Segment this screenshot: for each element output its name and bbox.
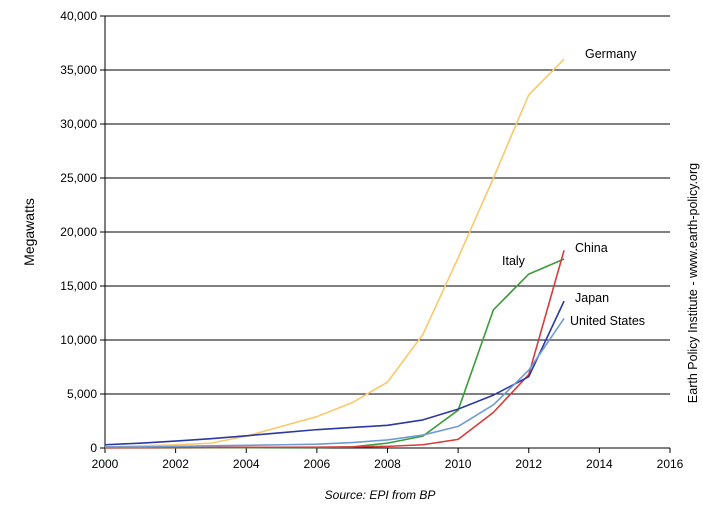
series-line-united-states xyxy=(105,317,565,448)
y-tick-label: 25,000 xyxy=(60,171,97,185)
gridlines xyxy=(105,15,670,395)
y-tick-label: 35,000 xyxy=(60,63,97,77)
x-tick-label: 2008 xyxy=(374,457,401,471)
y-tick-labels: 0 5,000 10,000 15,000 20,000 25,000 30,000 35,0… xyxy=(60,9,97,455)
series-label-italy: Italy xyxy=(502,254,526,268)
y-tick-label: 40,000 xyxy=(60,9,97,23)
series-label-japan: Japan xyxy=(575,291,609,305)
x-tick-label: 2004 xyxy=(233,457,260,471)
series-line-japan xyxy=(104,300,565,446)
x-tick-label: 2012 xyxy=(515,457,542,471)
y-tick-label: 20,000 xyxy=(60,225,97,239)
y-tick-label: 5,000 xyxy=(67,387,97,401)
source-note: Source: EPI from BP xyxy=(325,488,436,502)
series-labels: Germany Italy China Japan United States xyxy=(502,47,645,328)
series-label-china: China xyxy=(575,241,608,255)
series-line-germany xyxy=(104,58,565,448)
series-label-germany: Germany xyxy=(585,47,637,61)
x-tick-labels: 2000 2002 2004 2006 2008 2010 2012 2014 2016 xyxy=(92,457,684,471)
x-tick-label: 2014 xyxy=(586,457,613,471)
x-tick-label: 2010 xyxy=(445,457,472,471)
y-axis-title: Megawatts xyxy=(21,198,37,266)
y-tick-label: 0 xyxy=(90,441,97,455)
series-label-united-states: United States xyxy=(570,314,645,328)
x-tick-label: 2016 xyxy=(657,457,684,471)
y-tick-label: 15,000 xyxy=(60,279,97,293)
series-line-italy xyxy=(105,258,565,449)
series-lines xyxy=(104,58,565,449)
y-tick-label: 10,000 xyxy=(60,333,97,347)
x-tick-label: 2000 xyxy=(92,457,119,471)
x-tick-label: 2002 xyxy=(162,457,189,471)
credit-text: Earth Policy Institute - www.earth-polic… xyxy=(686,163,700,403)
x-tick-label: 2006 xyxy=(304,457,331,471)
y-tick-label: 30,000 xyxy=(60,117,97,131)
series-line-china xyxy=(104,250,565,449)
axes xyxy=(100,15,671,453)
